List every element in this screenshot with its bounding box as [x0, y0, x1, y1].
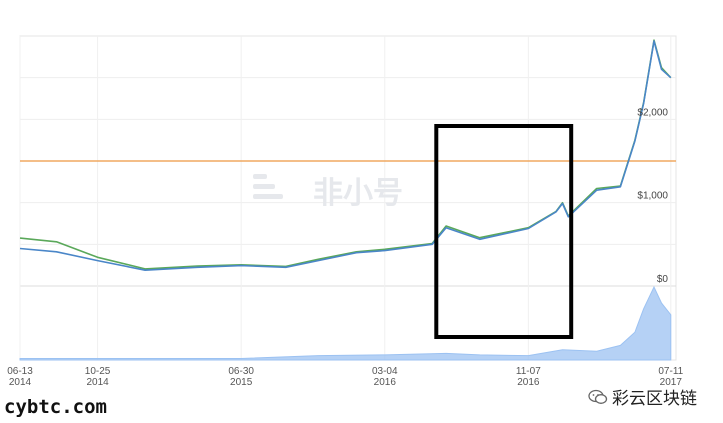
y-tick-label: $1,000 [637, 191, 668, 202]
x-tick-year: 2015 [230, 377, 253, 388]
x-tick-year: 2016 [374, 377, 397, 388]
x-tick-date: 06-30 [228, 366, 254, 377]
volume-area [19, 285, 672, 361]
x-tick-date: 11-07 [516, 366, 541, 377]
x-tick-year: 2014 [86, 377, 109, 388]
wechat-icon [588, 389, 608, 404]
x-tick-date: 06-13 [7, 366, 33, 377]
x-tick-year: 2014 [9, 377, 32, 388]
series-line-2 [19, 40, 672, 272]
highlight-box [434, 124, 574, 339]
x-tick-date: 10-25 [85, 366, 111, 377]
y-axis-ticks: $0 $1,000 $2,000 [637, 107, 668, 285]
wechat-label: 彩云区块链 [612, 389, 697, 409]
wechat-watermark: 彩云区块链 [588, 384, 697, 409]
x-axis-ticks: 06-13201410-25201406-30201503-04201611-0… [7, 366, 683, 388]
x-tick-year: 2017 [660, 377, 683, 388]
site-watermark: cybtc.com [4, 396, 107, 418]
x-tick-date: 07-11 [658, 366, 683, 377]
volume-area-path [19, 285, 672, 361]
highlight-rect [434, 124, 574, 339]
watermark-logo-bar2 [253, 194, 283, 199]
series-lines [19, 39, 672, 272]
x-tick-date: 03-04 [372, 366, 398, 377]
watermark-logo-icon [253, 174, 267, 179]
y-tick-label: $2,000 [637, 107, 668, 118]
x-tick-year: 2016 [517, 377, 540, 388]
watermark-logo-bar [253, 184, 275, 189]
watermark-text: 非小号 [313, 176, 403, 211]
y-tick-label: $0 [657, 274, 669, 285]
watermark: 非小号 [253, 174, 403, 211]
